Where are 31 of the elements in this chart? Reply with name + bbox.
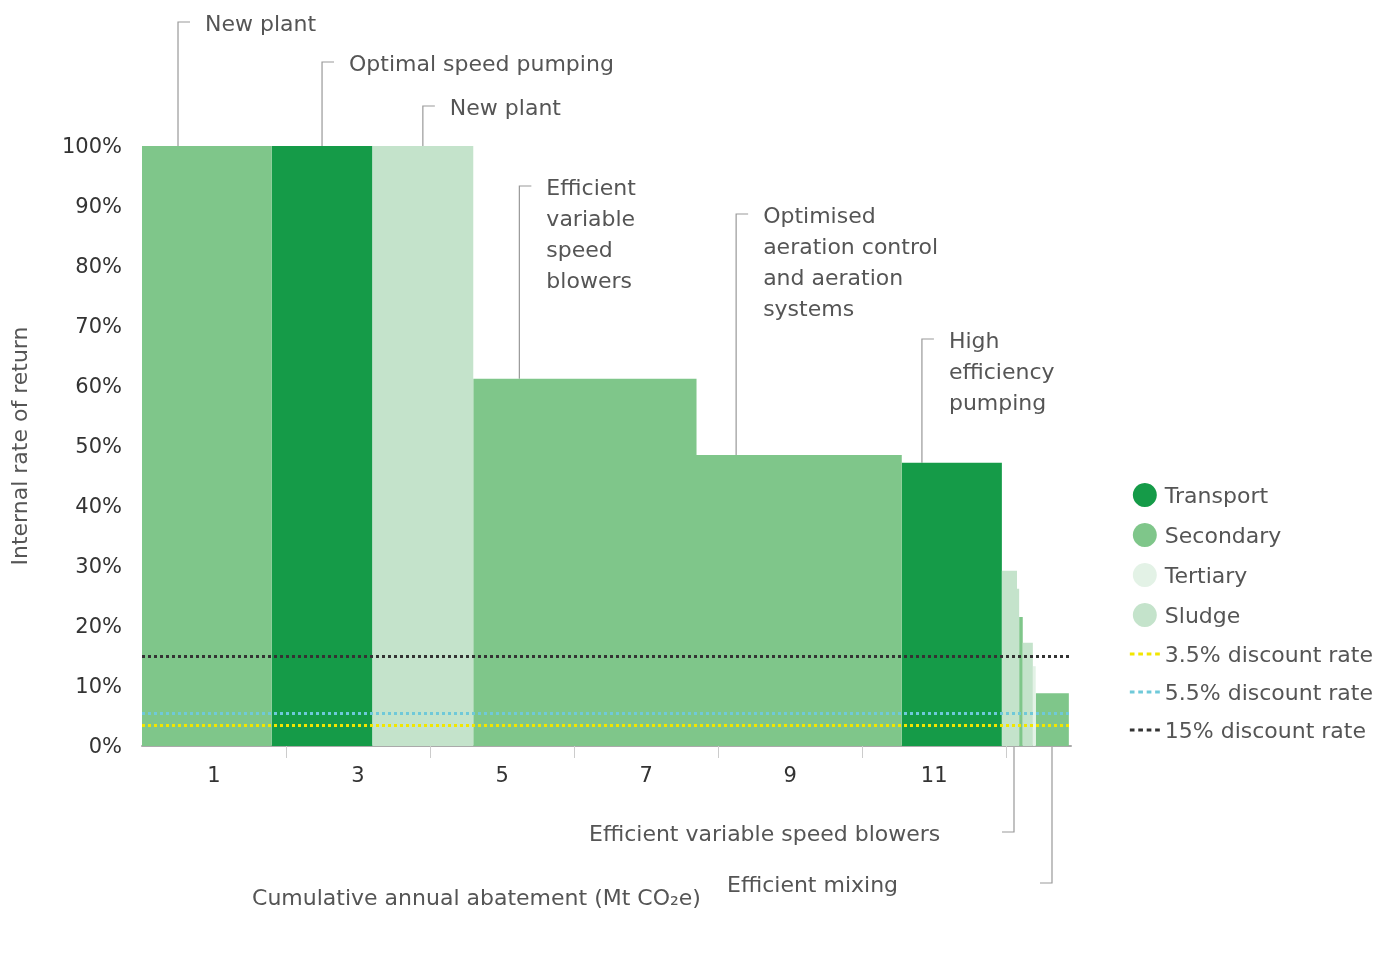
annotation: New plant (449, 95, 562, 120)
y-tick-label: 30% (75, 554, 122, 578)
y-axis-title: Internal rate of return (6, 326, 32, 566)
annotation: New plant (205, 11, 317, 36)
legend-label: Sludge (1164, 602, 1241, 628)
x-tick-label: 5 (495, 762, 509, 787)
y-tick-label: 50% (75, 434, 122, 458)
x-tick-label: 11 (920, 762, 948, 787)
x-tick-label: 9 (783, 762, 797, 787)
legend-label: 5.5% discount rate (1164, 679, 1374, 705)
legend-label: Transport (1163, 482, 1269, 508)
text: Efficient mixing (727, 872, 899, 897)
y-tick-label: 60% (75, 374, 122, 398)
annotation: Optimal speed pumping (349, 51, 614, 76)
y-tick-label: 40% (75, 494, 122, 518)
y-tick-label: 70% (75, 314, 122, 338)
x-tick-label: 1 (207, 762, 221, 787)
y-tick-label: 20% (75, 614, 122, 638)
x-axis-title: Cumulative annual abatement (Mt CO₂e) (252, 884, 701, 910)
y-tick-label: 80% (75, 254, 122, 278)
legend-label: 15% discount rate (1164, 717, 1367, 743)
y-tick-label: 90% (75, 194, 122, 218)
y-tick-label: 10% (75, 674, 122, 698)
x-tick-label: 7 (639, 762, 653, 787)
x-tick-label: 3 (351, 762, 365, 787)
text: Efficient variable speed blowers (589, 821, 941, 846)
y-tick-label: 100% (61, 134, 122, 158)
legend-label: Secondary (1164, 522, 1282, 548)
y-tick-label: 0% (88, 734, 122, 758)
legend-label: 3.5% discount rate (1164, 641, 1374, 667)
legend-label: Tertiary (1163, 562, 1248, 588)
